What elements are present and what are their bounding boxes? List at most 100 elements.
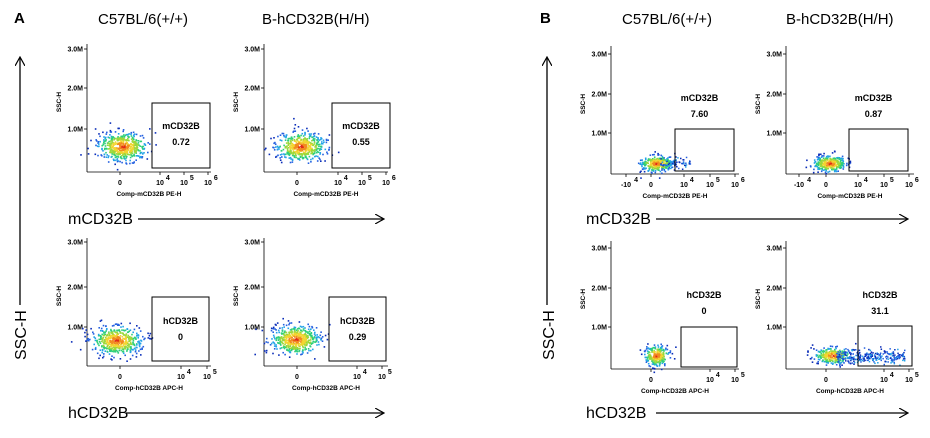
event-dot	[121, 350, 124, 353]
event-dot	[140, 151, 143, 154]
event-dot	[109, 144, 112, 147]
event-dot	[137, 142, 140, 144]
event-dot	[817, 171, 819, 173]
event-dot	[297, 142, 300, 145]
event-dot	[139, 145, 141, 147]
event-dot	[101, 148, 103, 151]
event-dot	[287, 139, 290, 142]
y-tick-label: 2.0M	[766, 286, 782, 293]
event-dot	[300, 147, 303, 150]
event-dot	[818, 167, 821, 169]
event-dot	[124, 144, 126, 146]
event-dot	[86, 339, 88, 342]
event-dot	[294, 124, 297, 126]
event-dot	[317, 336, 320, 338]
event-dot	[137, 337, 139, 339]
event-dot	[879, 355, 882, 358]
event-dot	[316, 139, 318, 142]
event-dot	[294, 346, 297, 349]
event-dot	[825, 351, 828, 353]
event-dot	[133, 138, 135, 141]
event-dot	[125, 133, 128, 136]
y-axis-title: SSC-H	[580, 289, 587, 310]
x-axis-title: Comp-hCD32B APC-H	[641, 388, 709, 395]
event-dot	[138, 155, 140, 157]
event-dot	[288, 348, 291, 350]
event-dot	[823, 162, 825, 165]
event-dot	[133, 347, 136, 350]
event-dot	[116, 344, 118, 346]
event-dot	[823, 347, 825, 349]
event-dot	[120, 339, 122, 341]
event-dot	[664, 348, 667, 351]
event-dot	[839, 167, 841, 169]
event-dot	[653, 162, 656, 165]
event-dot	[126, 143, 129, 145]
event-dot	[124, 134, 127, 136]
event-dot	[288, 154, 291, 157]
event-dot	[668, 164, 670, 167]
x-tick-label: 10	[358, 180, 366, 187]
event-dot	[122, 142, 125, 145]
event-dot	[305, 147, 308, 150]
y-tick-label: 2.0M	[766, 92, 782, 99]
event-dot	[279, 157, 281, 159]
event-dot	[94, 153, 97, 156]
event-dot	[881, 355, 883, 357]
event-dot	[293, 145, 295, 147]
event-dot	[661, 169, 663, 171]
event-dot	[296, 353, 298, 355]
event-dot	[824, 161, 826, 164]
event-dot	[843, 350, 846, 353]
event-dot	[122, 333, 125, 335]
event-dot	[102, 324, 105, 327]
event-dot	[843, 362, 845, 364]
event-dot	[106, 333, 108, 336]
event-dot	[640, 162, 642, 164]
event-dot	[657, 354, 659, 356]
event-dot	[116, 150, 119, 152]
event-dot	[871, 354, 873, 356]
event-dot	[110, 147, 113, 149]
event-dot	[817, 167, 819, 169]
event-dot	[317, 155, 319, 158]
event-dot	[825, 172, 828, 175]
event-dot	[279, 336, 282, 339]
event-dot	[649, 354, 652, 357]
event-dot	[265, 351, 268, 354]
event-dot	[823, 354, 825, 356]
event-dot	[285, 142, 288, 144]
event-dot	[93, 336, 95, 338]
event-dot	[812, 171, 815, 174]
event-dot	[887, 361, 889, 363]
event-dot	[300, 353, 302, 356]
event-dot	[310, 328, 312, 330]
event-dot	[689, 163, 692, 165]
event-dot	[322, 153, 324, 156]
event-dot	[872, 352, 874, 354]
event-dot	[840, 357, 842, 360]
event-dot	[280, 341, 282, 343]
event-dot	[110, 341, 113, 343]
event-dot	[288, 137, 291, 140]
event-dot	[299, 153, 302, 155]
y-tick-label: 2.0M	[591, 92, 607, 99]
event-dot	[824, 164, 826, 167]
event-dot	[291, 330, 293, 332]
event-dot	[294, 326, 297, 329]
event-dot	[897, 348, 899, 351]
event-dot	[651, 351, 653, 353]
event-dot	[320, 331, 322, 333]
event-dot	[665, 347, 667, 350]
event-dot	[115, 339, 118, 341]
event-dot	[829, 157, 831, 160]
x-axis-title: Comp-mCD32B PE-H	[293, 191, 358, 198]
event-dot	[821, 165, 824, 168]
event-dot	[136, 332, 138, 335]
event-dot	[114, 342, 117, 345]
event-dot	[820, 356, 822, 359]
event-dot	[672, 160, 675, 162]
event-dot	[310, 158, 312, 161]
event-dot	[294, 151, 297, 153]
